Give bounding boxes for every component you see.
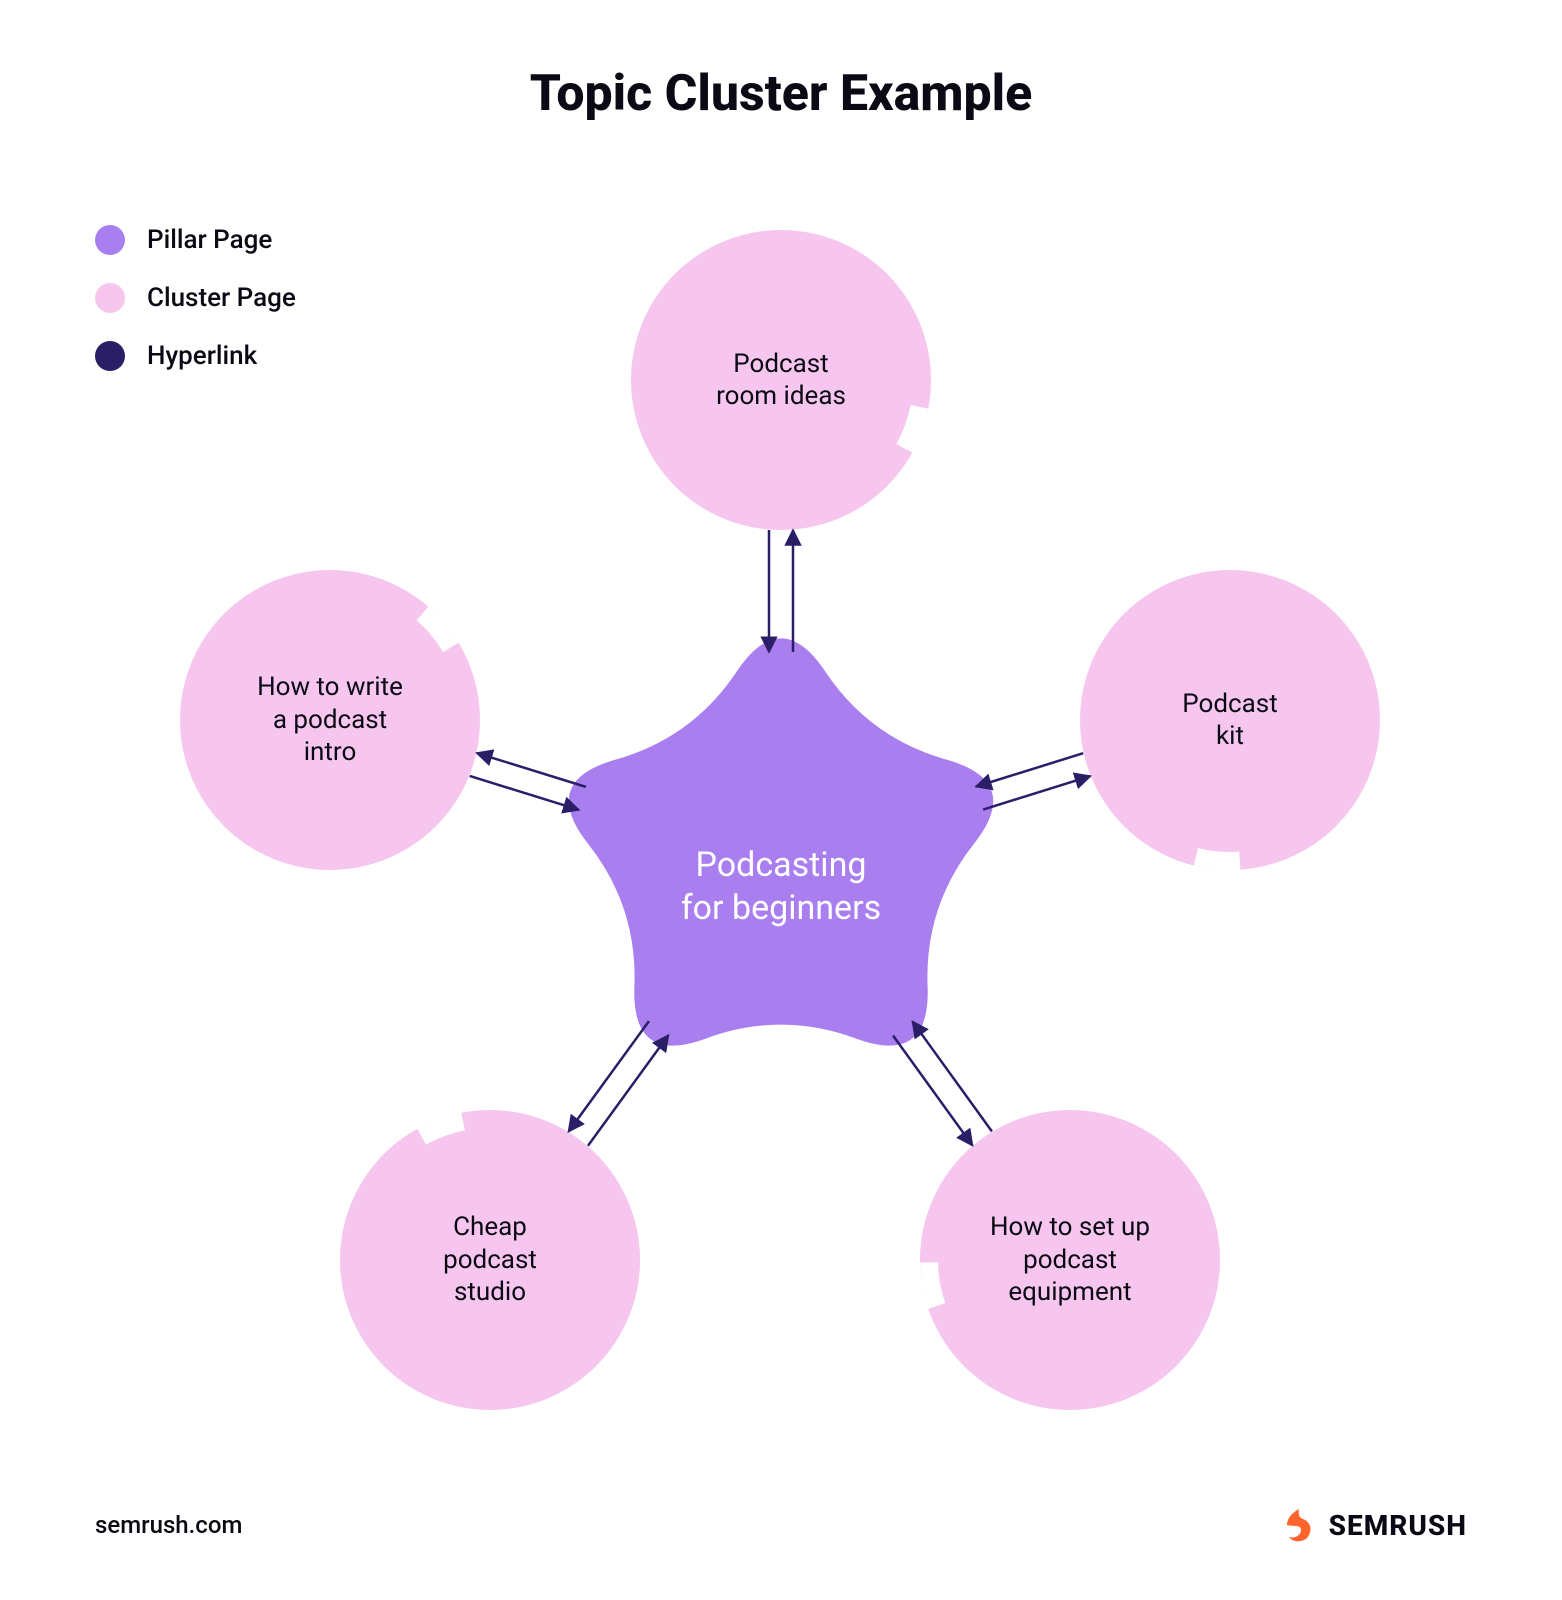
cluster-label-write-intro: How to writea podcastintro <box>239 671 421 769</box>
cluster-label-setup-equipment: How to set uppodcastequipment <box>972 1211 1168 1309</box>
cluster-label-podcast-kit: Podcastkit <box>1164 688 1295 753</box>
connectors-layer <box>0 0 1562 1600</box>
cluster-label-room-ideas: Podcastroom ideas <box>698 348 864 413</box>
infographic-canvas: Topic Cluster Example Pillar Page Cluste… <box>0 0 1562 1600</box>
pillar-label-line2: for beginners <box>681 888 881 928</box>
pillar-label: Podcasting for beginners <box>521 844 1041 929</box>
pillar-label-line1: Podcasting <box>696 845 867 885</box>
cluster-label-cheap-studio: Cheappodcaststudio <box>425 1211 555 1309</box>
